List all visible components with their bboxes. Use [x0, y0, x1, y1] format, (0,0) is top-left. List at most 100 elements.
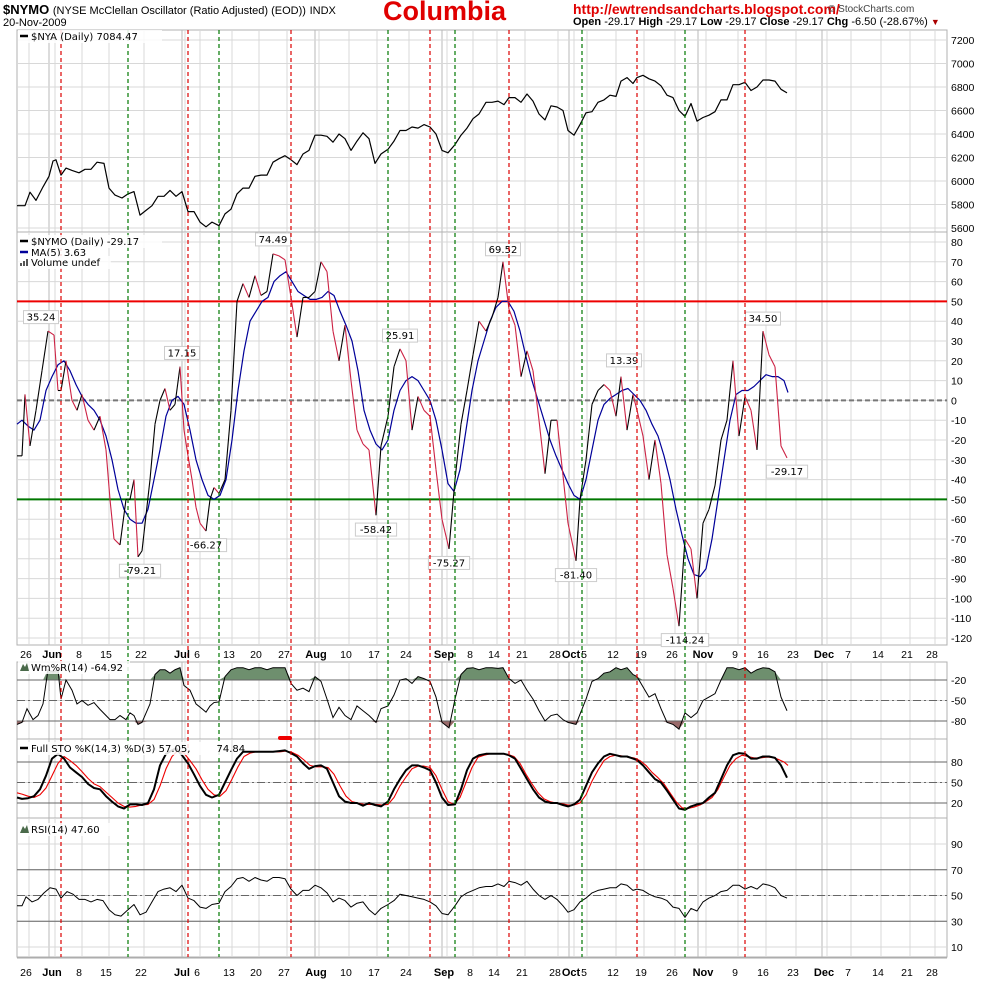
legend-bg: [18, 661, 130, 674]
callout-box: [765, 464, 809, 479]
nymo-segment: [93, 416, 101, 431]
legend-text: $NYA (Daily) 7084.47: [31, 32, 138, 43]
nymo-segment: [460, 390, 468, 425]
y-tick-label: -80: [951, 554, 966, 566]
date-axis-mid: 26 Jun 8 15 22 Jul 6 13 20 27 Aug 10 17 24 Sep 8 14 21 28 O…: [20, 649, 938, 661]
nymo-segment: [780, 445, 788, 459]
callout-label: 13.39: [610, 356, 639, 367]
nymo-segment: [213, 487, 220, 494]
nymo-segment: [696, 523, 704, 599]
nymo-segment: [242, 283, 250, 298]
nymo-segment: [744, 396, 752, 411]
nymo-segment: [702, 509, 710, 524]
nymo-segment: [284, 259, 292, 298]
nymo-segment: [87, 419, 95, 431]
value-callout: -58.42: [354, 522, 398, 537]
nymo-segment: [429, 416, 437, 470]
nymo-segment: [514, 325, 522, 377]
nymo-segment: [732, 360, 740, 437]
nymo-segment: [678, 538, 686, 627]
nymo-segment: [296, 297, 304, 338]
y-tick-label: -70: [951, 534, 966, 546]
callout-box: [382, 328, 418, 343]
exchange: INDX: [309, 5, 336, 17]
callout-box: [485, 242, 521, 257]
nymo-segment: [774, 366, 782, 446]
legend-text: $NYMO (Daily) -29.17: [31, 237, 139, 248]
nymo-segment: [615, 376, 622, 417]
nymo-segment: [154, 400, 161, 425]
y-tick-label: -110: [951, 613, 971, 625]
y-tick-label: 6000: [951, 176, 975, 188]
close-value: -29.17: [792, 16, 824, 28]
date-tick-label: 13: [223, 649, 235, 661]
date-tick-label: 8: [76, 649, 82, 661]
blog-url[interactable]: http://ewtrendsandcharts.blogspot.com/: [573, 1, 840, 17]
nymo-segment: [218, 479, 226, 494]
date-tick-label: 21: [516, 649, 528, 661]
nymo-segment: [35, 370, 43, 411]
value-callout: -66.27: [184, 538, 228, 553]
date-tick-label: Aug: [305, 649, 326, 661]
date-tick-label: 13: [223, 967, 235, 979]
volume-bars-icon: [26, 259, 28, 266]
y-tick-label: 40: [951, 316, 963, 328]
date-tick-label: 28: [549, 967, 561, 979]
nymo-segment: [195, 507, 201, 524]
nymo-segment: [326, 271, 334, 332]
nymo-segment: [149, 424, 156, 480]
nymo-segment: [174, 366, 181, 405]
brand-title: Columbia: [383, 0, 507, 26]
nymo-segment: [169, 404, 176, 411]
date-tick-label: 21: [901, 967, 913, 979]
y-tick-label: -50: [951, 696, 966, 708]
date-tick-label: Dec: [814, 649, 834, 661]
nymo-segment: [708, 485, 716, 510]
value-callout: 34.50: [745, 311, 781, 326]
nymo-segment: [585, 404, 593, 460]
low-value: -29.17: [725, 16, 757, 28]
date-tick-label: 27: [278, 649, 290, 661]
nymo-segment: [393, 348, 401, 367]
nymo-segment: [609, 390, 617, 417]
nymo-segment: [411, 396, 419, 431]
nymo-segment: [41, 331, 49, 371]
nymo-panel: 80 70 60 50 40 30 20 10 0 -10 -20 -30 -40 -50 -60 -70 -8…: [16, 231, 972, 646]
date-tick-label: 28: [549, 649, 561, 661]
value-callout: -81.40: [554, 568, 598, 583]
date-tick-label: 21: [516, 967, 528, 979]
legend-text: RSI(14) 47.60: [31, 825, 100, 836]
nymo-segment: [684, 538, 692, 550]
y-tick-label: -60: [951, 514, 966, 526]
nymo-segment: [642, 435, 650, 480]
rsi-legend: RSI(14) 47.60: [18, 823, 118, 836]
nymo-segment: [405, 360, 413, 431]
nymo-segment: [137, 550, 143, 558]
value-callout: 13.39: [606, 353, 642, 368]
nymo-segment: [344, 325, 352, 381]
nymo-segment: [113, 538, 121, 546]
nymo-segment: [368, 449, 377, 516]
nymo-segment: [636, 410, 644, 437]
y-tick-label: 6600: [951, 106, 975, 118]
callout-label: 34.50: [749, 314, 778, 325]
date-tick-label: 20: [250, 967, 262, 979]
nymo-segment: [145, 479, 151, 516]
date-tick-label: 5: [581, 967, 587, 979]
nya-legend: $NYA (Daily) 7084.47: [18, 30, 162, 43]
y-tick-label: -120: [951, 633, 972, 645]
date-tick-label: 17: [368, 967, 380, 979]
y-tick-label: 70: [951, 257, 963, 269]
nymo-segment: [164, 388, 171, 411]
callout-box: [23, 310, 59, 325]
nymo-segment: [654, 439, 662, 484]
nymo-segment: [187, 455, 193, 480]
nymo-segment: [556, 420, 564, 476]
nymo-segment: [71, 400, 78, 411]
nymo-segment: [53, 335, 59, 391]
y-tick-label: 20: [951, 798, 963, 810]
legend-text: MA(5) 3.63: [31, 248, 86, 259]
y-tick-label: 80: [951, 757, 963, 769]
date-tick-label: 28: [926, 649, 938, 661]
